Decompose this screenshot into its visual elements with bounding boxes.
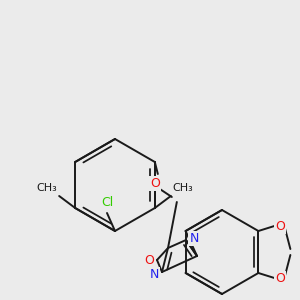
Text: CH₃: CH₃ xyxy=(37,183,58,193)
Text: O: O xyxy=(275,272,285,284)
Text: N: N xyxy=(189,232,199,244)
Text: O: O xyxy=(150,178,160,190)
Text: Cl: Cl xyxy=(101,196,113,209)
Text: CH₃: CH₃ xyxy=(172,183,193,193)
Text: O: O xyxy=(275,220,285,232)
Text: N: N xyxy=(149,268,159,281)
Text: O: O xyxy=(144,254,154,266)
